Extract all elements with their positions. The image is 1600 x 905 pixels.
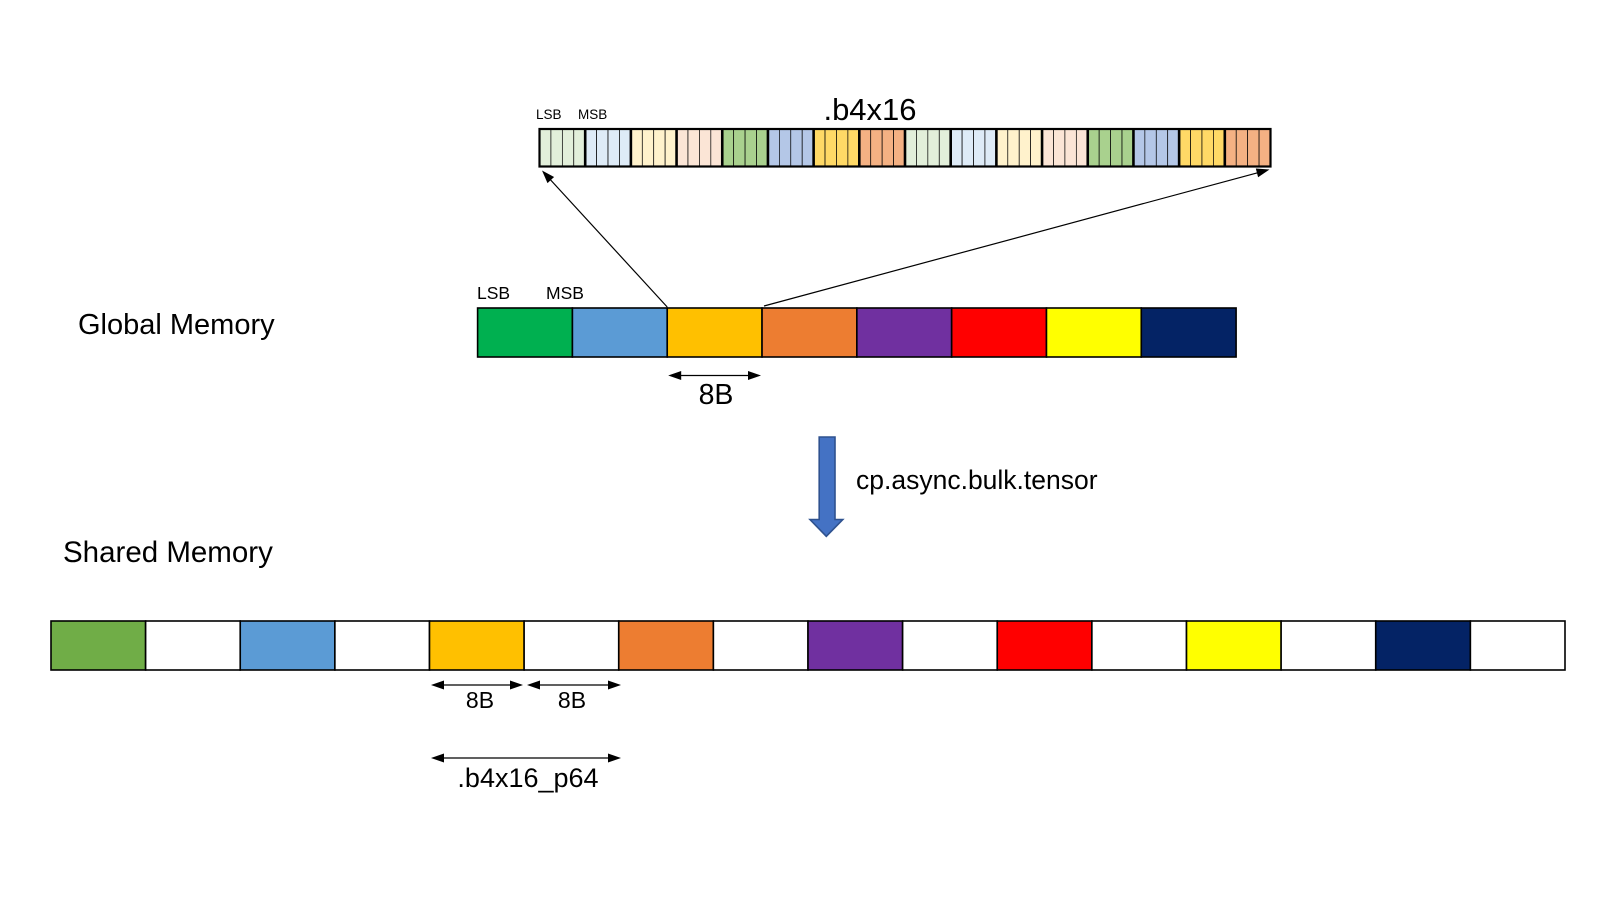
svg-text:.b4x16_p64: .b4x16_p64 xyxy=(457,763,598,793)
svg-text:MSB: MSB xyxy=(546,283,584,303)
svg-text:8B: 8B xyxy=(699,379,734,411)
svg-text:Shared Memory: Shared Memory xyxy=(63,536,273,569)
svg-text:cp.async.bulk.tensor: cp.async.bulk.tensor xyxy=(856,465,1098,495)
svg-text:Global Memory: Global Memory xyxy=(78,309,275,341)
svg-text:LSB: LSB xyxy=(536,107,562,122)
svg-text:MSB: MSB xyxy=(578,107,607,122)
svg-text:LSB: LSB xyxy=(477,283,510,303)
svg-text:8B: 8B xyxy=(558,687,586,713)
svg-text:8B: 8B xyxy=(466,687,494,713)
svg-text:.b4x16: .b4x16 xyxy=(823,92,916,127)
